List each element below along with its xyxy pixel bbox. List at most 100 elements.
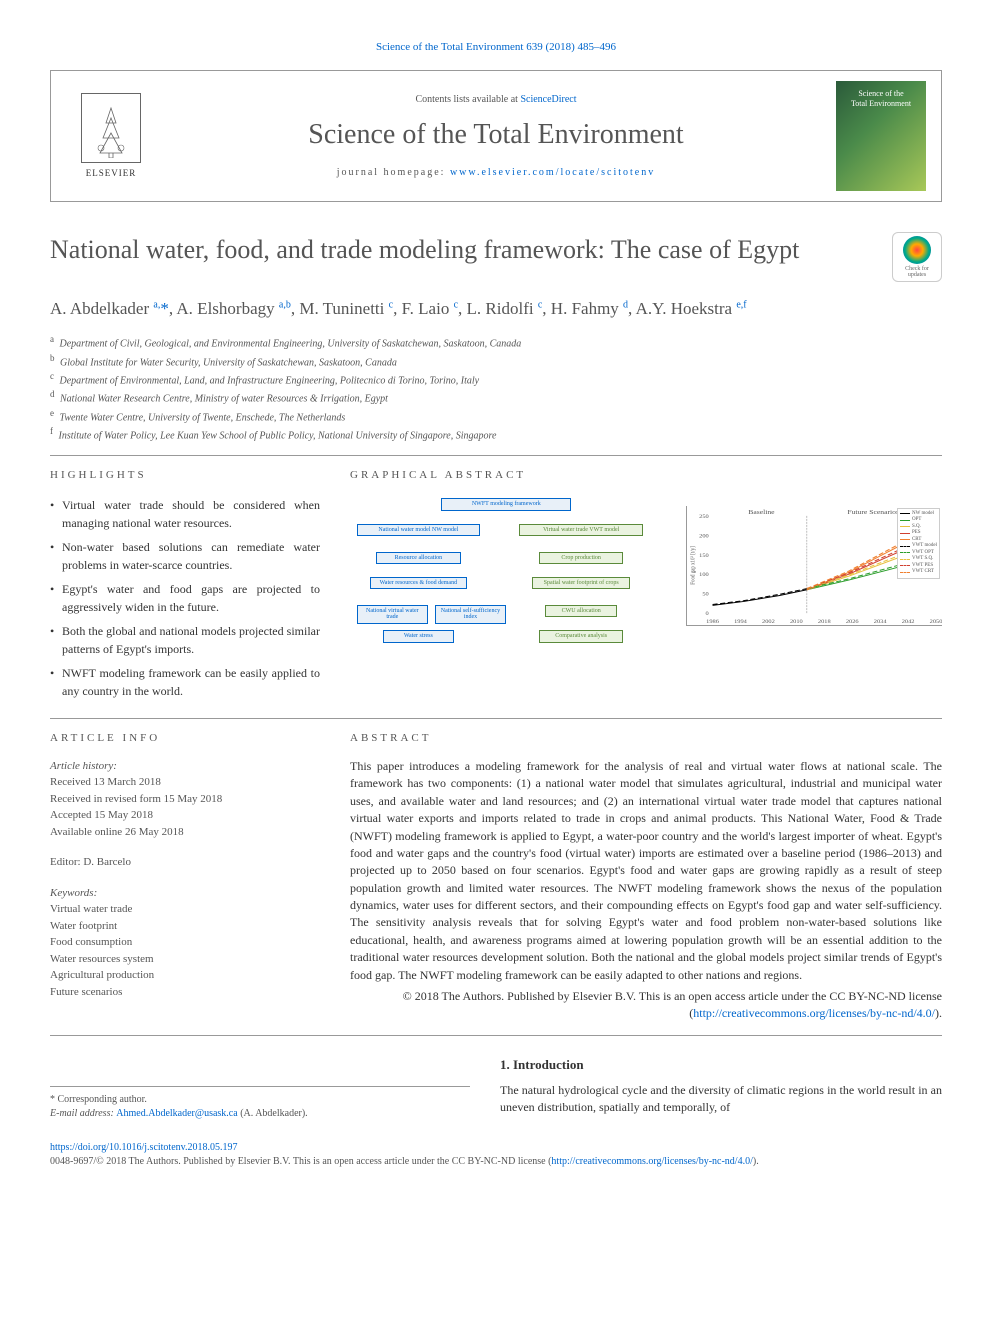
svg-text:250: 250: [699, 514, 709, 519]
journal-name: Science of the Total Environment: [176, 115, 816, 154]
article-title: National water, food, and trade modeling…: [50, 232, 892, 268]
legend-item: VWT CRT: [900, 569, 937, 576]
highlights-list: Virtual water trade should be considered…: [50, 496, 320, 700]
editor-name: D. Barcelo: [83, 856, 131, 868]
svg-text:100: 100: [699, 572, 709, 577]
highlight-item: Both the global and national models proj…: [50, 622, 320, 658]
crossmark-label-2: updates: [908, 272, 926, 278]
svg-text:Baseline: Baseline: [748, 509, 774, 515]
publisher-logo: ELSEVIER: [66, 86, 156, 186]
journal-cover-thumbnail: Science of the Total Environment: [836, 81, 926, 191]
flowchart-node: Spatial water footprint of crops: [532, 577, 630, 590]
flowchart-node: National self-sufficiency index: [435, 605, 507, 624]
svg-text:2050: 2050: [929, 619, 942, 624]
homepage-prefix: journal homepage:: [337, 167, 450, 178]
flowchart-node: NWFT modeling framework: [441, 498, 571, 511]
history-lines: Received 13 March 2018Received in revise…: [50, 774, 320, 840]
history-line: Available online 26 May 2018: [50, 824, 320, 841]
flowchart-node: National water model NW model: [357, 524, 481, 537]
license-close: ).: [935, 1006, 942, 1020]
footer-license-link[interactable]: http://creativecommons.org/licenses/by-n…: [551, 1156, 752, 1167]
graphical-abstract-section: GRAPHICAL ABSTRACT NWFT modeling framewo…: [350, 468, 942, 705]
affiliation-line: f Institute of Water Policy, Lee Kuan Ye…: [50, 425, 942, 443]
author-email-link[interactable]: Ahmed.Abdelkader@usask.ca: [116, 1108, 237, 1119]
journal-homepage: journal homepage: www.elsevier.com/locat…: [176, 166, 816, 180]
history-line: Received 13 March 2018: [50, 774, 320, 791]
corr-label: * Corresponding author.: [50, 1093, 470, 1107]
publisher-name: ELSEVIER: [86, 167, 137, 180]
svg-text:2002: 2002: [762, 619, 775, 624]
keywords-label: Keywords:: [50, 885, 320, 902]
ga-line-chart: BaselineFuture Scenarios1986199420022010…: [686, 506, 942, 626]
abstract-heading: ABSTRACT: [350, 731, 942, 746]
svg-text:2034: 2034: [873, 619, 886, 624]
history-line: Received in revised form 15 May 2018: [50, 791, 320, 808]
keyword-item: Water footprint: [50, 918, 320, 935]
sciencedirect-link[interactable]: ScienceDirect: [520, 94, 576, 105]
citation-line: Science of the Total Environment 639 (20…: [50, 40, 942, 55]
flowchart-node: Resource allocation: [376, 552, 461, 565]
svg-text:2026: 2026: [845, 619, 858, 624]
affiliation-line: d National Water Research Centre, Minist…: [50, 388, 942, 406]
graphical-abstract-heading: GRAPHICAL ABSTRACT: [350, 468, 942, 483]
section-1-heading: 1. Introduction: [500, 1056, 942, 1074]
flowchart-node: Comparative analysis: [539, 630, 624, 643]
email-label: E-mail address:: [50, 1108, 116, 1119]
svg-text:1994: 1994: [734, 619, 747, 624]
svg-text:0: 0: [705, 611, 708, 616]
authors-line: A. Abdelkader a,*, A. Elshorbagy a,b, M.…: [50, 297, 942, 321]
cover-text-1: Science of the: [858, 89, 903, 99]
history-label: Article history:: [50, 758, 320, 775]
keywords-list: Virtual water tradeWater footprintFood c…: [50, 901, 320, 1000]
history-line: Accepted 15 May 2018: [50, 807, 320, 824]
svg-text:50: 50: [702, 592, 709, 597]
svg-text:150: 150: [699, 553, 709, 558]
homepage-link[interactable]: www.elsevier.com/locate/scitotenv: [450, 167, 655, 178]
svg-text:Future Scenarios: Future Scenarios: [847, 509, 899, 515]
affiliation-line: c Department of Environmental, Land, and…: [50, 370, 942, 388]
svg-text:2042: 2042: [901, 619, 914, 624]
highlights-section: HIGHLIGHTS Virtual water trade should be…: [50, 468, 320, 705]
affiliation-line: a Department of Civil, Geological, and E…: [50, 333, 942, 351]
keyword-item: Water resources system: [50, 951, 320, 968]
crossmark-badge[interactable]: Check for updates: [892, 232, 942, 282]
divider: [50, 718, 942, 719]
keyword-item: Agricultural production: [50, 967, 320, 984]
chart-legend: NW modelOPTS.Q.PESCRTVWT modelVWT OPTVWT…: [897, 508, 940, 579]
editor-label: Editor:: [50, 856, 83, 868]
svg-text:1986: 1986: [706, 619, 719, 624]
keyword-item: Food consumption: [50, 934, 320, 951]
ga-flowchart: NWFT modeling framework National water mo…: [350, 496, 676, 636]
flowchart-node: Crop production: [539, 552, 624, 565]
article-info-heading: ARTICLE INFO: [50, 731, 320, 746]
cover-text-2: Total Environment: [851, 99, 911, 109]
abstract-text: This paper introduces a modeling framewo…: [350, 759, 942, 982]
journal-header: ELSEVIER Contents lists available at Sci…: [50, 70, 942, 202]
doi-link[interactable]: https://doi.org/10.1016/j.scitotenv.2018…: [50, 1142, 238, 1153]
affiliations-list: a Department of Civil, Geological, and E…: [50, 333, 942, 443]
highlights-heading: HIGHLIGHTS: [50, 468, 320, 483]
svg-text:200: 200: [699, 533, 709, 538]
abstract-section: ABSTRACT This paper introduces a modelin…: [350, 731, 942, 1023]
email-suffix: (A. Abdelkader).: [238, 1108, 308, 1119]
divider: [50, 455, 942, 456]
highlight-item: Egypt's water and food gaps are projecte…: [50, 580, 320, 616]
flowchart-node: Virtual water trade VWT model: [519, 524, 643, 537]
divider: [50, 1035, 942, 1036]
footer-license-close: ).: [753, 1156, 759, 1167]
license-link[interactable]: http://creativecommons.org/licenses/by-n…: [693, 1006, 935, 1020]
highlight-item: Non-water based solutions can remediate …: [50, 538, 320, 574]
contents-available: Contents lists available at ScienceDirec…: [176, 93, 816, 107]
svg-text:2018: 2018: [818, 619, 831, 624]
flowchart-node: Water resources & food demand: [370, 577, 468, 590]
abstract-body: This paper introduces a modeling framewo…: [350, 758, 942, 1023]
corresponding-author-footnote: * Corresponding author. E-mail address: …: [50, 1086, 470, 1121]
affiliation-line: e Twente Water Centre, University of Twe…: [50, 407, 942, 425]
article-info-section: ARTICLE INFO Article history: Received 1…: [50, 731, 320, 1023]
intro-paragraph: The natural hydrological cycle and the d…: [500, 1082, 942, 1117]
highlight-item: Virtual water trade should be considered…: [50, 496, 320, 532]
crossmark-icon: [903, 236, 931, 264]
flowchart-node: Water stress: [383, 630, 455, 643]
flowchart-node: CWU allocation: [545, 605, 617, 618]
keyword-item: Virtual water trade: [50, 901, 320, 918]
